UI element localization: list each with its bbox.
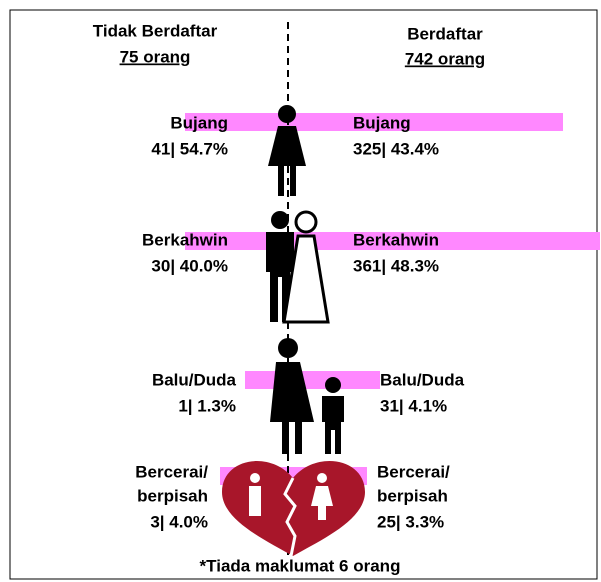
right-label: berpisah <box>377 486 448 505</box>
right-value: 25| 3.3% <box>377 512 444 531</box>
right-label: Bercerai/ <box>377 462 450 481</box>
left-label: Balu/Duda <box>152 370 237 389</box>
left-title: Tidak Berdaftar <box>93 21 218 40</box>
right-value: 31| 4.1% <box>380 396 447 415</box>
band <box>245 371 380 389</box>
left-value: 3| 4.0% <box>150 512 208 531</box>
broken-heart-icon <box>222 461 365 557</box>
left-label: Berkahwin <box>142 230 228 249</box>
left-label: berpisah <box>137 486 208 505</box>
right-value: 325| 43.4% <box>353 139 439 158</box>
right-title: Berdaftar <box>407 24 483 43</box>
right-label: Bujang <box>353 113 411 132</box>
footer-note: *Tiada maklumat 6 orang <box>200 556 401 575</box>
left-label: Bujang <box>170 113 228 132</box>
right-label: Berkahwin <box>353 230 439 249</box>
frame <box>9 9 598 580</box>
left-total: 75 orang <box>120 47 191 66</box>
right-value: 361| 48.3% <box>353 256 439 275</box>
right-total: 742 orang <box>405 49 485 68</box>
widow-icon <box>270 338 344 454</box>
single-icon <box>268 105 306 196</box>
left-value: 1| 1.3% <box>178 396 236 415</box>
couple-icon <box>266 210 330 324</box>
right-label: Balu/Duda <box>380 370 465 389</box>
left-value: 41| 54.7% <box>151 139 228 158</box>
left-value: 30| 40.0% <box>151 256 228 275</box>
left-label: Bercerai/ <box>135 462 208 481</box>
